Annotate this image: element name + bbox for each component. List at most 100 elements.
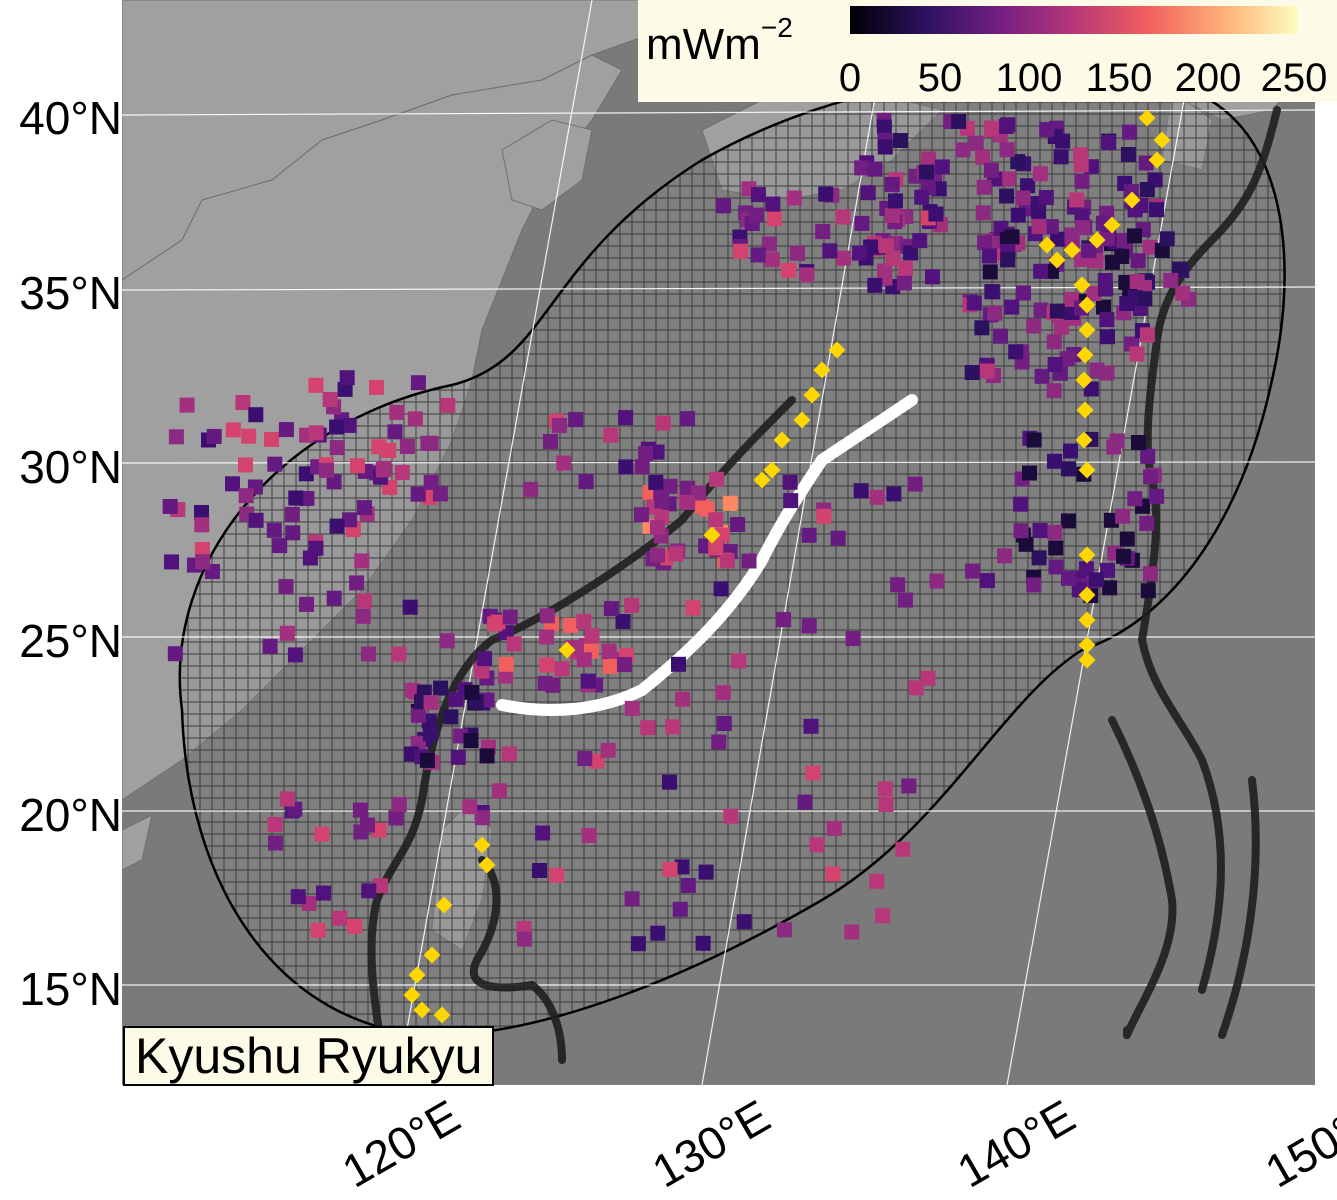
heat-flow-square: [1000, 171, 1016, 187]
heat-flow-square: [419, 752, 435, 768]
heat-flow-square: [225, 476, 240, 492]
volcano-diamond: [763, 461, 781, 479]
heat-flow-square: [319, 462, 334, 478]
heat-flow-square: [1026, 318, 1042, 334]
heat-flow-square: [194, 542, 210, 557]
heat-flow-square: [999, 188, 1015, 204]
heat-flow-square: [764, 252, 780, 268]
heat-flow-square: [982, 248, 997, 264]
heat-flow-square: [845, 631, 861, 646]
heat-flow-square: [1139, 327, 1155, 343]
volcano-diamond: [473, 836, 491, 854]
heat-flow-square: [1129, 274, 1145, 289]
heat-flow-square: [1031, 218, 1047, 234]
heat-flow-square: [1047, 453, 1062, 469]
heat-flow-square: [708, 540, 724, 556]
heat-flow-square: [852, 245, 868, 261]
volcano-diamond: [703, 526, 721, 544]
heat-flow-square: [568, 412, 584, 428]
heat-flow-square: [537, 675, 553, 691]
heat-flow-square: [648, 474, 664, 490]
volcano-diamond: [433, 1006, 451, 1024]
heat-flow-square: [388, 810, 404, 826]
heat-flow-square: [391, 797, 407, 812]
heat-flow-square: [965, 563, 981, 579]
heat-flow-square: [1013, 496, 1029, 512]
heat-flow-square: [1031, 204, 1047, 220]
heat-flow-square: [355, 608, 371, 624]
heat-flow-square: [1020, 178, 1036, 194]
heat-flow-square: [539, 657, 555, 673]
volcano-diamond: [478, 856, 496, 874]
heat-flow-square: [194, 505, 209, 520]
heat-flow-square: [719, 553, 735, 569]
colorbar-gradient: [850, 6, 1298, 34]
heat-flow-square: [272, 538, 288, 554]
heat-flow-square: [662, 774, 677, 790]
heat-flow-square: [290, 889, 306, 905]
heat-flow-square: [1018, 536, 1034, 552]
heat-flow-square: [885, 251, 901, 267]
heat-flow-square: [387, 424, 403, 440]
heat-flow-square: [279, 791, 295, 807]
heat-flow-square: [974, 320, 990, 336]
heat-flow-square: [601, 643, 617, 659]
heat-flow-square: [884, 176, 900, 192]
heat-flow-square: [801, 527, 817, 543]
heat-flow-square: [650, 925, 666, 941]
heat-flow-square: [844, 924, 860, 940]
heat-flow-square: [339, 370, 355, 386]
heat-flow-square: [654, 493, 670, 509]
heat-flow-square: [410, 486, 426, 502]
heat-flow-square: [1048, 559, 1064, 575]
volcano-diamond: [828, 341, 846, 359]
heat-flow-square: [860, 185, 876, 201]
heat-flow-square: [299, 596, 314, 612]
volcano-diamond: [813, 361, 831, 379]
heat-flow-square: [998, 119, 1014, 134]
heat-flow-square: [723, 808, 739, 824]
heat-flow-square: [867, 277, 883, 293]
heat-flow-square: [552, 417, 567, 433]
heat-flow-square: [1015, 190, 1031, 206]
heat-flow-square: [235, 395, 251, 410]
heat-flow-square: [1142, 239, 1158, 255]
heat-flow-square: [1149, 202, 1165, 218]
heat-flow-square: [498, 656, 514, 672]
volcano-diamond: [803, 386, 821, 404]
heat-flow-square: [1061, 513, 1076, 529]
heat-flow-square: [877, 139, 893, 155]
heat-flow-square: [680, 411, 696, 427]
heat-flow-square: [448, 691, 464, 707]
heat-flow-square: [722, 495, 738, 511]
heat-flow-square: [618, 410, 634, 426]
heat-flow-square: [1099, 312, 1115, 328]
heat-flow-square: [750, 187, 766, 203]
heat-flow-square: [491, 783, 507, 799]
lat-label-15: 15°N: [19, 963, 122, 1015]
heat-flow-square: [1127, 228, 1142, 244]
heat-flow-square: [474, 663, 490, 679]
heat-flow-square: [322, 392, 338, 407]
heat-flow-square: [665, 719, 681, 735]
heat-flow-square: [1038, 190, 1054, 205]
heat-flow-square: [835, 209, 851, 225]
heat-flow-square: [638, 446, 654, 462]
heat-flow-square: [581, 828, 597, 843]
heat-flow-square: [733, 243, 749, 259]
heat-flow-square: [921, 151, 937, 167]
lat-label-30: 30°N: [19, 441, 122, 493]
heat-flow-square: [731, 653, 747, 669]
lat-label-25: 25°N: [19, 615, 122, 667]
volcano-diamond: [435, 896, 453, 914]
heat-flow-square: [1059, 351, 1075, 367]
heat-flow-square: [1116, 548, 1131, 564]
heat-flow-square: [556, 455, 572, 471]
heat-flow-square: [462, 799, 478, 815]
heat-flow-square: [818, 186, 834, 202]
heat-flow-square: [394, 465, 410, 480]
heat-flow-square: [890, 577, 906, 593]
heat-flow-square: [360, 817, 375, 833]
heat-flow-square: [206, 428, 222, 444]
heat-flow-square: [1053, 319, 1069, 335]
